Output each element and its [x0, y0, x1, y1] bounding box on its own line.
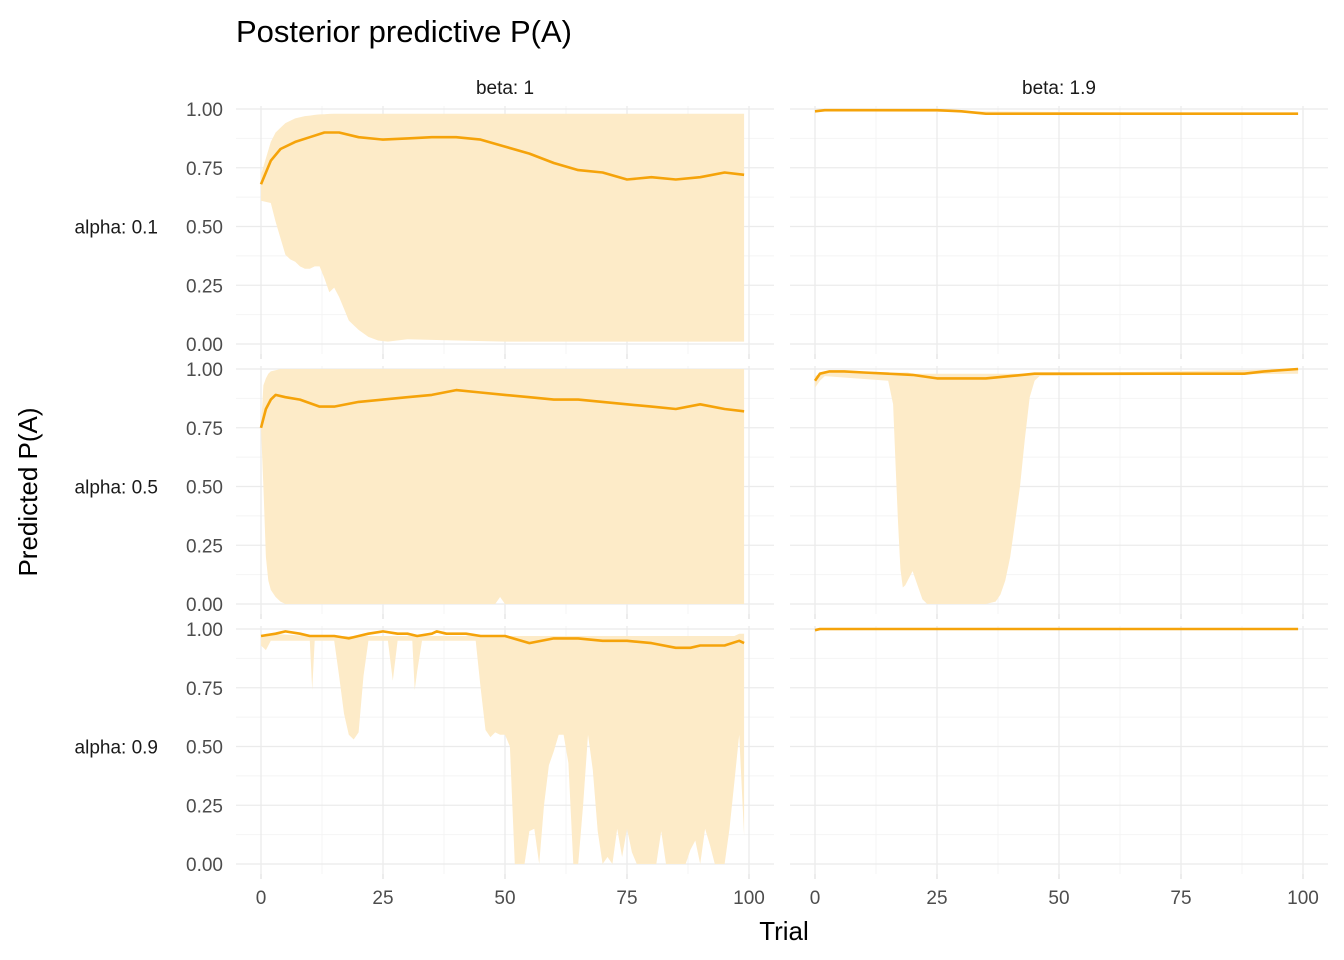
- y-tick-label: 0.75: [186, 419, 223, 440]
- y-tick-label: 0.50: [186, 218, 223, 239]
- mean-line: [260, 630, 745, 650]
- series-1-1: [813, 367, 1299, 604]
- series-2-0: [260, 630, 745, 864]
- x-tick-label: 100: [733, 888, 765, 909]
- series-1-0: [259, 369, 745, 604]
- y-axis-title: Predicted P(A): [13, 407, 43, 576]
- mean-line: [814, 108, 1299, 115]
- y-tick-label: 0.25: [186, 796, 223, 817]
- y-tick-label: 0.00: [186, 855, 223, 876]
- series-0-0: [259, 113, 745, 342]
- x-tick-label: 0: [810, 888, 821, 909]
- facet-row-label: alpha: 0.9: [75, 738, 158, 759]
- panel-1-1: [790, 366, 1328, 614]
- x-tick-label: 75: [1170, 888, 1191, 909]
- y-tick-label: 0.50: [186, 478, 223, 499]
- x-tick-label: 50: [494, 888, 515, 909]
- y-tick-label: 1.00: [186, 100, 223, 121]
- credible-band: [815, 369, 1299, 604]
- mean-line: [259, 131, 745, 185]
- panel-0-1: [790, 106, 1328, 354]
- mean-line: [813, 367, 1299, 382]
- facet-col-label: beta: 1.9: [1022, 78, 1096, 99]
- credible-band: [261, 633, 745, 864]
- chart-title: Posterior predictive P(A): [236, 14, 572, 49]
- x-axis-title: Trial: [759, 916, 809, 946]
- panel-2-1: [790, 626, 1328, 874]
- y-tick-label: 0.25: [186, 276, 223, 297]
- series-2-1: [814, 627, 1299, 632]
- x-tick-label: 75: [616, 888, 637, 909]
- mean-line: [259, 388, 745, 429]
- x-tick-label: 100: [1287, 888, 1319, 909]
- mean-line: [814, 627, 1299, 632]
- x-tick-label: 25: [926, 888, 947, 909]
- y-tick-label: 0.00: [186, 595, 223, 616]
- y-tick-label: 0.00: [186, 335, 223, 356]
- credible-band: [261, 113, 745, 342]
- x-tick-label: 50: [1048, 888, 1069, 909]
- facet-row-label: alpha: 0.5: [75, 478, 158, 499]
- y-tick-label: 0.75: [186, 679, 223, 700]
- y-tick-label: 1.00: [186, 620, 223, 641]
- y-tick-label: 0.75: [186, 159, 223, 180]
- x-tick-label: 0: [256, 888, 267, 909]
- y-tick-label: 0.50: [186, 738, 223, 759]
- y-tick-label: 0.25: [186, 536, 223, 557]
- series-0-1: [814, 108, 1299, 115]
- y-tick-label: 1.00: [186, 360, 223, 381]
- facet-col-label: beta: 1: [476, 78, 534, 99]
- x-tick-label: 25: [372, 888, 393, 909]
- facet-row-label: alpha: 0.1: [75, 218, 158, 239]
- credible-band: [261, 369, 745, 604]
